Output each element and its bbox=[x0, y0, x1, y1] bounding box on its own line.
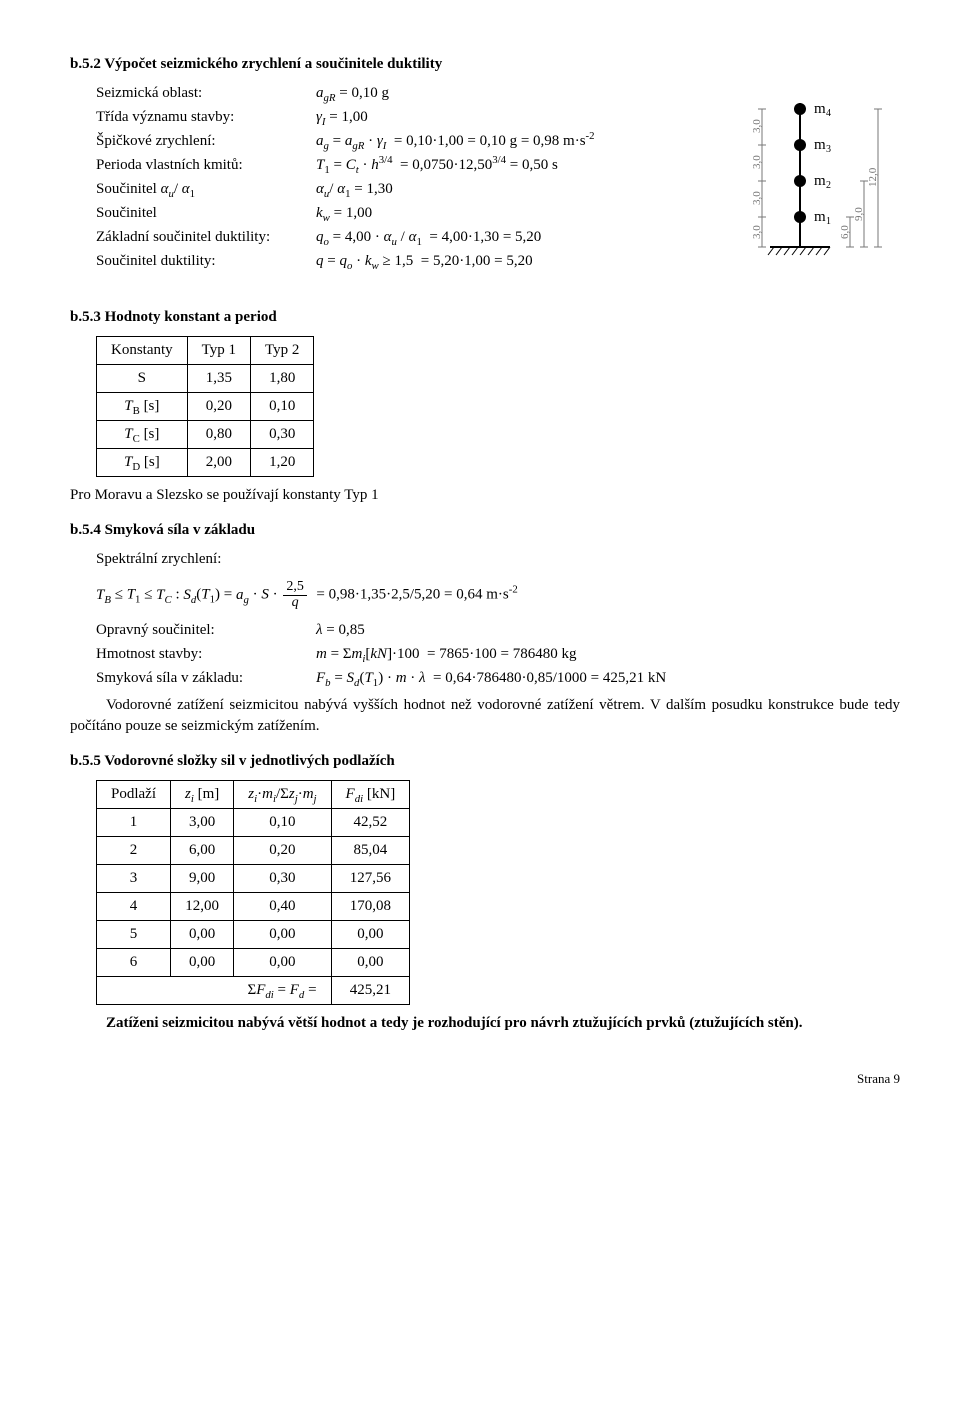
svg-text:12,0: 12,0 bbox=[867, 167, 879, 187]
table-row: 26,000,2085,04 bbox=[97, 837, 410, 865]
svg-text:1: 1 bbox=[826, 216, 831, 227]
label: Součinitel bbox=[96, 203, 316, 224]
svg-text:6,0: 6,0 bbox=[839, 225, 851, 239]
col-floor: Podlaží bbox=[97, 781, 171, 809]
cell: TD [s] bbox=[97, 449, 188, 477]
cell: TB [s] bbox=[97, 393, 188, 421]
label: Součinitel αu/ α1 bbox=[96, 179, 316, 200]
col-zi: zi [m] bbox=[171, 781, 234, 809]
table-row: TD [s] 2,00 1,20 bbox=[97, 449, 314, 477]
col-fdi: Fdi [kN] bbox=[331, 781, 410, 809]
row-importance-class: Třída významu stavby: γI = 1,00 bbox=[96, 107, 740, 128]
value: qo = 4,00 · αu / α1 = 4,00·1,30 = 5,20 bbox=[316, 227, 740, 248]
table-row: TB [s] 0,20 0,10 bbox=[97, 393, 314, 421]
row-qo: Základní součinitel duktility: qo = 4,00… bbox=[96, 227, 740, 248]
cell: 0,10 bbox=[251, 393, 314, 421]
cell: TC [s] bbox=[97, 421, 188, 449]
label: Smyková síla v základu: bbox=[96, 668, 316, 689]
svg-text:3,0: 3,0 bbox=[751, 119, 763, 133]
value: αu/ α1 = 1,30 bbox=[316, 179, 740, 200]
label: Perioda vlastních kmitů: bbox=[96, 155, 316, 176]
col-const: Konstanty bbox=[97, 337, 188, 365]
row-base-shear: Smyková síla v základu: Fb = Sd(T1) · m … bbox=[96, 668, 900, 689]
table-row: 50,000,000,00 bbox=[97, 921, 410, 949]
label: Seizmická oblast: bbox=[96, 83, 316, 104]
col-ratio: zi·mi/Σzj·mj bbox=[234, 781, 331, 809]
label: Špičkové zrychlení: bbox=[96, 131, 316, 152]
spectral-label: Spektrální zrychlení: bbox=[96, 549, 900, 570]
value: T1 = Ct · h3/4 = 0,0750·12,503/4 = 0,50 … bbox=[316, 155, 740, 176]
label: Základní součinitel duktility: bbox=[96, 227, 316, 248]
row-mass: Hmotnost stavby: m = Σmi[kN]·100 = 7865·… bbox=[96, 644, 900, 665]
svg-text:m: m bbox=[814, 101, 826, 117]
col-typ2: Typ 2 bbox=[251, 337, 314, 365]
svg-text:3: 3 bbox=[826, 144, 831, 155]
svg-text:m: m bbox=[814, 137, 826, 153]
col-typ1: Typ 1 bbox=[187, 337, 250, 365]
sum-label: ΣFdi = Fd = bbox=[97, 977, 332, 1005]
value: Fb = Sd(T1) · m · λ = 0,64·786480·0,85/1… bbox=[316, 668, 900, 689]
label: Opravný součinitel: bbox=[96, 620, 316, 641]
label: Hmotnost stavby: bbox=[96, 644, 316, 665]
svg-text:3,0: 3,0 bbox=[751, 191, 763, 205]
cell: 0,20 bbox=[187, 393, 250, 421]
floors-table: Podlaží zi [m] zi·mi/Σzj·mj Fdi [kN] 13,… bbox=[96, 780, 410, 1005]
seismic-note: Vodorovné zatížení seizmicitou nabývá vy… bbox=[70, 695, 900, 737]
row-q: Součinitel duktility: q = qo · kw ≥ 1,5 … bbox=[96, 251, 740, 272]
sum-value: 425,21 bbox=[331, 977, 410, 1005]
svg-text:2: 2 bbox=[826, 180, 831, 191]
value: λ = 0,85 bbox=[316, 620, 900, 641]
svg-text:m: m bbox=[814, 173, 826, 189]
value: agR = 0,10 g bbox=[316, 83, 740, 104]
heading-b52: b.5.2 Výpočet seizmického zrychlení a so… bbox=[70, 54, 900, 75]
value: γI = 1,00 bbox=[316, 107, 740, 128]
cell: 2,00 bbox=[187, 449, 250, 477]
row-lambda: Opravný součinitel: λ = 0,85 bbox=[96, 620, 900, 641]
value: q = qo · kw ≥ 1,5 = 5,20·1,00 = 5,20 bbox=[316, 251, 740, 272]
cell: 0,30 bbox=[251, 421, 314, 449]
label: Součinitel duktility: bbox=[96, 251, 316, 272]
page-number: Strana 9 bbox=[70, 1070, 900, 1088]
svg-text:3,0: 3,0 bbox=[751, 225, 763, 239]
row-period: Perioda vlastních kmitů: T1 = Ct · h3/4 … bbox=[96, 155, 740, 176]
table-row: 412,000,40170,08 bbox=[97, 893, 410, 921]
label: Třída významu stavby: bbox=[96, 107, 316, 128]
mass-diagram: m4 m3 m2 m1 3,0 3,0 3,0 3,0 6,0 9,0 12,0 bbox=[750, 87, 900, 287]
table-row: TC [s] 0,80 0,30 bbox=[97, 421, 314, 449]
svg-text:3,0: 3,0 bbox=[751, 155, 763, 169]
row-kw: Součinitel kw = 1,00 bbox=[96, 203, 740, 224]
table-row: 60,000,000,00 bbox=[97, 949, 410, 977]
cell: S bbox=[97, 365, 188, 393]
spectral-eq: TB ≤ T1 ≤ TC : Sd(T1) = ag · S · 2,5q = … bbox=[96, 580, 900, 610]
table-row: 39,000,30127,56 bbox=[97, 865, 410, 893]
table-row: 13,000,1042,52 bbox=[97, 809, 410, 837]
constants-caption: Pro Moravu a Slezsko se používají konsta… bbox=[70, 485, 900, 506]
table-row: S 1,35 1,80 bbox=[97, 365, 314, 393]
cell: 1,80 bbox=[251, 365, 314, 393]
conclusion: Zatíženi seizmicitou nabývá větší hodnot… bbox=[70, 1013, 900, 1034]
cell: 0,80 bbox=[187, 421, 250, 449]
heading-b54: b.5.4 Smyková síla v základu bbox=[70, 520, 900, 541]
row-alpha-ratio: Součinitel αu/ α1 αu/ α1 = 1,30 bbox=[96, 179, 740, 200]
cell: 1,20 bbox=[251, 449, 314, 477]
value: ag = agR · γI = 0,10·1,00 = 0,10 g = 0,9… bbox=[316, 131, 740, 152]
table-sum-row: ΣFdi = Fd = 425,21 bbox=[97, 977, 410, 1005]
value: kw = 1,00 bbox=[316, 203, 740, 224]
heading-b53: b.5.3 Hodnoty konstant a period bbox=[70, 307, 900, 328]
svg-text:4: 4 bbox=[826, 108, 831, 119]
heading-b55: b.5.5 Vodorovné složky sil v jednotlivýc… bbox=[70, 751, 900, 772]
value: m = Σmi[kN]·100 = 7865·100 = 786480 kg bbox=[316, 644, 900, 665]
row-peak-accel: Špičkové zrychlení: ag = agR · γI = 0,10… bbox=[96, 131, 740, 152]
svg-text:9,0: 9,0 bbox=[853, 207, 865, 221]
row-seismic-area: Seizmická oblast: agR = 0,10 g bbox=[96, 83, 740, 104]
constants-table: Konstanty Typ 1 Typ 2 S 1,35 1,80 TB [s]… bbox=[96, 336, 314, 477]
svg-text:m: m bbox=[814, 209, 826, 225]
cell: 1,35 bbox=[187, 365, 250, 393]
